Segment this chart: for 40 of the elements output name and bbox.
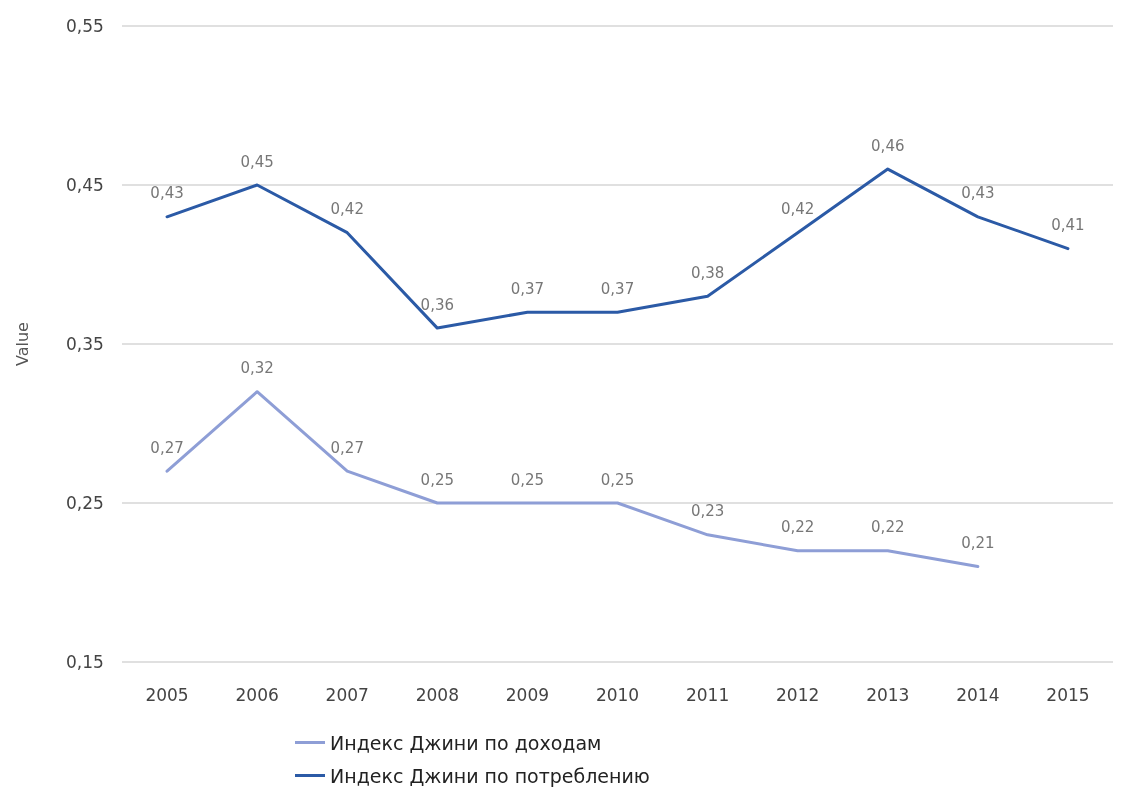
data-label: 0,21: [961, 534, 995, 553]
y-tick-label: 0,25: [66, 493, 104, 513]
x-tick-label: 2007: [325, 684, 369, 705]
y-tick-label: 0,45: [66, 175, 104, 195]
data-label: 0,46: [871, 136, 905, 155]
data-label: 0,22: [871, 518, 905, 537]
data-label: 0,27: [150, 438, 184, 457]
data-label: 0,42: [330, 200, 364, 219]
data-label: 0,25: [510, 470, 545, 489]
x-tick-label: 2009: [505, 684, 550, 705]
x-tick-label: 2010: [595, 684, 640, 705]
data-label: 0,22: [780, 518, 815, 537]
x-tick-label: 2014: [956, 684, 1000, 705]
data-label: 0,36: [420, 295, 455, 314]
y-axis-title: Value: [12, 322, 32, 366]
data-label: 0,38: [690, 263, 725, 282]
data-label: 0,32: [240, 359, 274, 378]
data-label: 0,45: [240, 152, 274, 171]
x-tick-label: 2012: [776, 684, 820, 705]
x-tick-label: 2013: [866, 684, 910, 705]
data-label: 0,23: [690, 502, 725, 521]
x-tick-label: 2006: [235, 684, 279, 705]
x-tick-label: 2008: [415, 684, 459, 705]
data-label: 0,37: [510, 279, 545, 298]
data-label: 0,37: [600, 279, 635, 298]
data-label: 0,43: [150, 184, 184, 203]
data-label: 0,25: [600, 470, 635, 489]
x-tick-label: 2005: [145, 684, 189, 705]
data-label: 0,27: [330, 438, 364, 457]
x-tick-label: 2015: [1046, 684, 1090, 705]
legend-label: Индекс Джини по потреблению: [330, 764, 650, 787]
y-tick-label: 0,35: [66, 334, 104, 354]
data-label: 0,42: [780, 200, 815, 219]
y-tick-label: 0,55: [66, 16, 104, 36]
data-label: 0,25: [420, 470, 455, 489]
y-tick-label: 0,15: [66, 652, 104, 672]
data-label: 0,43: [961, 184, 995, 203]
data-label: 0,41: [1051, 216, 1085, 235]
x-tick-label: 2011: [685, 684, 730, 705]
legend-label: Индекс Джини по доходам: [330, 731, 602, 754]
